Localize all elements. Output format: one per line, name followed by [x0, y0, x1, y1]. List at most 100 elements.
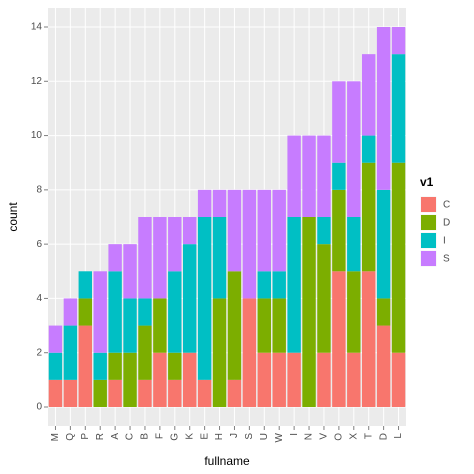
bar-segment	[361, 271, 376, 407]
y-tick-label: 0	[36, 402, 42, 413]
bar-segment	[317, 244, 331, 353]
legend-swatch	[421, 251, 436, 266]
bar-segment	[287, 217, 301, 353]
y-tick-label: 6	[36, 239, 42, 250]
bar-segment	[242, 298, 257, 407]
bar-segment	[347, 217, 361, 272]
bar-segment	[332, 189, 346, 272]
bar-segment	[332, 271, 346, 407]
x-tick-label: G	[169, 433, 180, 441]
bar-segment	[78, 298, 93, 326]
bar-segment	[168, 379, 182, 407]
bar-segment	[376, 325, 391, 407]
bar-segment	[138, 298, 152, 326]
x-axis-title: fullname	[204, 454, 250, 468]
bar-segment	[48, 325, 63, 353]
bar-segment	[212, 189, 227, 217]
x-tick-label: X	[348, 433, 359, 440]
x-tick-label: M	[50, 433, 61, 441]
x-tick-label: P	[80, 433, 91, 440]
bar-segment	[242, 189, 257, 299]
y-axis-title: count	[6, 202, 20, 232]
bar-segment	[212, 298, 227, 407]
bar-segment	[108, 244, 122, 272]
bar-segment	[302, 217, 316, 407]
bar-segment	[63, 325, 78, 380]
bar-segment	[376, 27, 391, 190]
bar-segment	[361, 162, 376, 272]
x-tick-label: L	[393, 433, 404, 439]
legend-swatch	[421, 197, 436, 212]
legend-title: v1	[420, 175, 434, 189]
x-tick-label: D	[378, 433, 389, 440]
legend-swatch	[421, 215, 436, 230]
bar-segment	[197, 189, 212, 217]
x-tick-label: O	[334, 433, 345, 441]
bar-segment	[78, 325, 93, 407]
bar-segment	[227, 271, 242, 380]
bar-segment	[108, 271, 122, 353]
legend-swatch	[421, 233, 436, 248]
bar-segment	[272, 271, 286, 299]
x-tick-label: B	[140, 433, 151, 440]
x-tick-label: A	[110, 433, 121, 440]
bar-segment	[48, 379, 63, 407]
bar-segment	[391, 162, 406, 353]
bar-segment	[227, 189, 242, 272]
bar-segment	[272, 352, 286, 407]
bar-segment	[361, 135, 376, 163]
bar-segment	[317, 217, 331, 245]
bar-segment	[287, 135, 301, 217]
bar-segment	[123, 352, 137, 407]
bar-segment	[123, 244, 137, 299]
bar-segment	[93, 379, 107, 407]
bar-segment	[153, 298, 167, 353]
bar-segment	[287, 352, 301, 407]
bar-segment	[376, 298, 391, 326]
x-tick-label: N	[304, 433, 315, 440]
y-tick-label: 8	[36, 184, 42, 195]
legend-label: C	[443, 200, 450, 211]
bar-segment	[197, 379, 212, 407]
bar-segment	[197, 217, 212, 380]
x-tick-label: I	[289, 433, 300, 436]
bar-segment	[302, 135, 316, 217]
y-tick-label: 12	[31, 76, 43, 87]
bar-segment	[257, 352, 272, 407]
legend-label: I	[443, 236, 446, 247]
x-tick-label: J	[229, 433, 240, 438]
bar-segment	[182, 217, 197, 245]
x-tick-label: H	[214, 433, 225, 440]
x-tick-label: K	[184, 433, 195, 440]
y-tick-label: 14	[31, 22, 43, 33]
bar-segment	[123, 298, 137, 353]
bar-segment	[153, 217, 167, 299]
x-tick-label: T	[363, 433, 374, 439]
bar-segment	[257, 271, 272, 299]
bar-segment	[168, 352, 182, 380]
bar-segment	[347, 81, 361, 218]
bar-segment	[317, 352, 331, 407]
bar-segment	[347, 352, 361, 407]
bar-segment	[168, 217, 182, 272]
x-tick-label: F	[155, 433, 166, 439]
bar-segment	[138, 379, 152, 407]
bar-segment	[332, 81, 346, 163]
bar-segment	[138, 217, 152, 299]
bar-segment	[182, 352, 197, 407]
bar-segment	[272, 298, 286, 353]
x-tick-label: E	[199, 433, 210, 440]
bar-segment	[153, 352, 167, 407]
x-tick-label: Q	[65, 433, 76, 441]
bar-segment	[272, 189, 286, 272]
y-tick-label: 4	[36, 293, 42, 304]
bar-segment	[78, 271, 93, 299]
bar-segment	[391, 54, 406, 163]
x-tick-label: V	[319, 433, 330, 440]
bar-segment	[332, 162, 346, 190]
bar-segment	[212, 217, 227, 299]
bar-segment	[108, 379, 122, 407]
x-tick-label: U	[259, 433, 270, 440]
x-tick-label: R	[95, 433, 106, 440]
